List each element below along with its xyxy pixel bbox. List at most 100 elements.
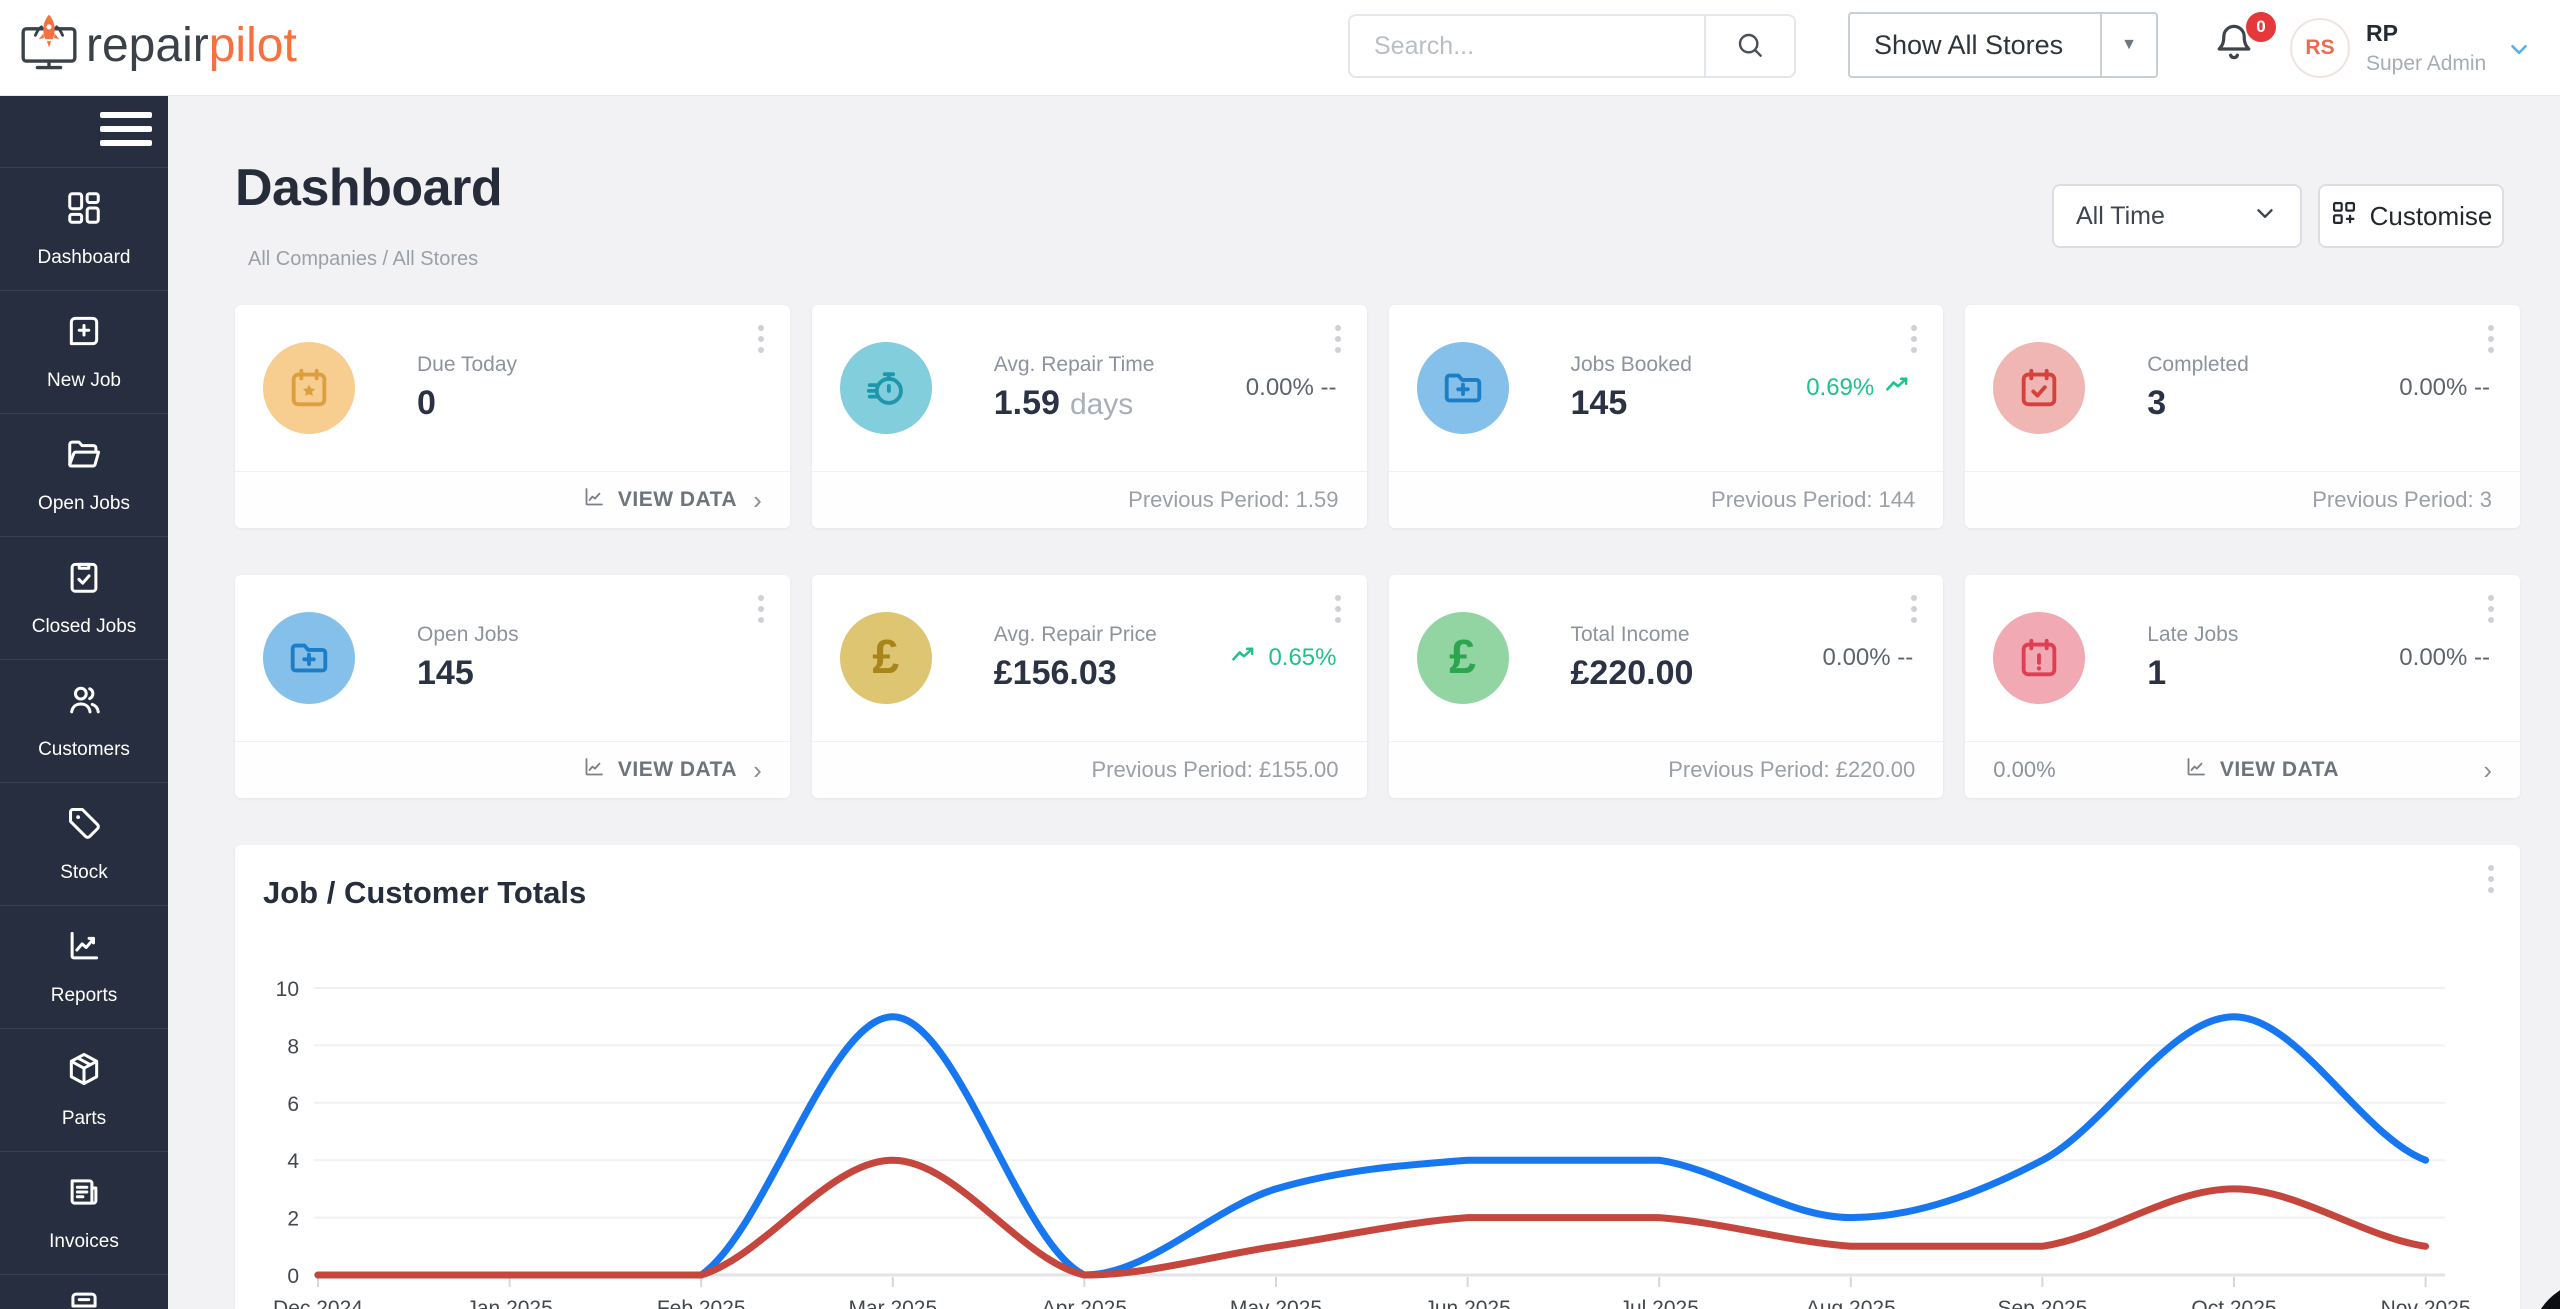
card-title: Late Jobs — [2147, 623, 2239, 646]
card-menu-button[interactable] — [1905, 319, 1923, 359]
breadcrumb: All Companies / All Stores — [248, 248, 479, 270]
customise-button[interactable]: Customise — [2318, 184, 2504, 248]
stat-cards-grid: Due Today 0 VIEW DATA › Avg. Repair Time… — [235, 305, 2520, 798]
previous-period-text: Previous Period: 144 — [1711, 487, 1916, 512]
card-title: Completed — [2147, 353, 2249, 376]
sidebar-item-invoices[interactable]: Invoices — [0, 1151, 168, 1274]
card-body: Open Jobs 145 — [235, 575, 790, 741]
card-footer: Previous Period: 3 — [1965, 471, 2520, 528]
stat-card-avg-repair-price: £ Avg. Repair Price £156.03 0.65% Previo… — [811, 575, 1367, 798]
sidebar-item-label: Invoices — [49, 1231, 119, 1252]
sidebar-item-label: Reports — [50, 985, 118, 1006]
svg-text:Aug 2025: Aug 2025 — [1806, 1297, 1896, 1309]
card-info: Jobs Booked 145 — [1571, 353, 1692, 423]
pound-icon: £ — [839, 612, 932, 704]
stat-card-total-income: £ Total Income £220.00 0.00% -- Previous… — [1388, 575, 1944, 798]
new-job-plus-icon — [65, 312, 103, 355]
svg-text:May 2025: May 2025 — [1230, 1297, 1322, 1309]
sidebar-item-dashboard[interactable]: Dashboard — [0, 167, 168, 290]
card-title: Open Jobs — [417, 623, 519, 646]
card-footer: Previous Period: £220.00 — [1388, 741, 1944, 798]
mini-chart-icon — [2184, 755, 2208, 785]
sidebar-toggle-button[interactable] — [100, 112, 152, 154]
sidebar-nav: Dashboard New Job Open Jobs Closed Jobs — [0, 167, 168, 1309]
card-title: Total Income — [1570, 623, 1690, 646]
card-body: Avg. Repair Time 1.59 days 0.00% -- — [812, 305, 1367, 471]
svg-text:6: 6 — [287, 1093, 299, 1116]
sidebar-item-label: Customers — [38, 739, 130, 760]
stat-card-open-jobs: Open Jobs 145 VIEW DATA › — [235, 575, 790, 798]
change-indicator: 0.69% — [1806, 370, 1913, 407]
sidebar-item-partial[interactable] — [0, 1274, 168, 1309]
search-icon — [1734, 29, 1766, 64]
card-info: Total Income £220.00 — [1571, 623, 1694, 693]
dashboard-grid-icon — [65, 189, 103, 232]
tag-icon — [65, 804, 103, 847]
time-filter-value: All Time — [2076, 201, 2165, 230]
view-data-link[interactable]: VIEW DATA › — [235, 471, 790, 528]
user-avatar[interactable]: RS — [2290, 18, 2350, 78]
rocket-monitor-logo-icon — [18, 12, 80, 79]
card-menu-button[interactable] — [2482, 589, 2500, 629]
svg-text:10: 10 — [276, 978, 299, 1001]
card-menu-button[interactable] — [2482, 859, 2500, 899]
search-button[interactable] — [1704, 14, 1796, 78]
app-logo[interactable]: repairpilot — [18, 12, 297, 79]
select-arrow-icon: ▼ — [2100, 14, 2156, 76]
view-data-link[interactable]: 0.00% VIEW DATA › — [1965, 741, 2520, 798]
svg-text:Mar 2025: Mar 2025 — [848, 1297, 937, 1309]
sidebar-item-open-jobs[interactable]: Open Jobs — [0, 413, 168, 536]
time-filter-select[interactable]: All Time — [2052, 184, 2302, 248]
box-icon — [65, 1050, 103, 1093]
card-footer: Previous Period: £155.00 — [811, 741, 1367, 798]
store-select[interactable]: Show All Stores ▼ — [1848, 12, 2158, 78]
card-title: Avg. Repair Time — [993, 353, 1155, 376]
sidebar-item-label: Dashboard — [37, 247, 131, 268]
svg-text:Apr 2025: Apr 2025 — [1042, 1297, 1127, 1309]
previous-period-text: Previous Period: 3 — [2312, 487, 2492, 512]
sidebar-item-new-job[interactable]: New Job — [0, 290, 168, 413]
card-body: Completed 3 0.00% -- — [1965, 305, 2520, 471]
change-indicator: 0.00% -- — [2399, 644, 2490, 671]
card-body: £ Total Income £220.00 0.00% -- — [1389, 575, 1944, 741]
card-menu-button[interactable] — [752, 319, 770, 359]
card-menu-button[interactable] — [1329, 589, 1347, 629]
folder-open-icon — [65, 435, 103, 478]
card-info: Completed 3 — [2147, 353, 2249, 423]
card-title: Due Today — [417, 353, 518, 376]
notifications-button[interactable]: 0 — [2210, 12, 2280, 82]
customise-label: Customise — [2369, 200, 2493, 231]
search-input[interactable] — [1348, 14, 1704, 78]
calendar-star-icon — [263, 342, 355, 434]
sidebar-item-stock[interactable]: Stock — [0, 782, 168, 905]
card-menu-button[interactable] — [1905, 589, 1923, 629]
view-data-link[interactable]: VIEW DATA › — [235, 741, 790, 798]
sidebar-item-reports[interactable]: Reports — [0, 905, 168, 1028]
folder-plus-icon — [263, 612, 355, 704]
floating-action-button[interactable] — [2530, 1280, 2560, 1309]
sidebar: Dashboard New Job Open Jobs Closed Jobs — [0, 96, 168, 1309]
card-menu-button[interactable] — [1329, 319, 1347, 359]
card-value: 145 — [1570, 384, 1628, 422]
card-value: £156.03 — [993, 654, 1117, 692]
svg-text:0: 0 — [287, 1265, 299, 1288]
chevron-right-icon: › — [753, 484, 762, 515]
svg-text:Sep 2025: Sep 2025 — [1997, 1297, 2087, 1309]
sidebar-item-parts[interactable]: Parts — [0, 1028, 168, 1151]
user-menu-chevron-icon[interactable] — [2506, 36, 2532, 67]
card-menu-button[interactable] — [2482, 319, 2500, 359]
sidebar-item-closed-jobs[interactable]: Closed Jobs — [0, 536, 168, 659]
card-value: 0 — [417, 384, 436, 422]
job-customer-totals-chart-card: Job / Customer Totals 0 2 4 6 8 10 Dec 2024 Jan… — [235, 845, 2520, 1309]
card-title: Avg. Repair Price — [993, 623, 1157, 646]
svg-text:4: 4 — [287, 1150, 299, 1173]
card-menu-button[interactable] — [752, 589, 770, 629]
card-value: 1 — [2147, 654, 2167, 692]
stat-card-late-jobs: Late Jobs 1 0.00% -- 0.00% VIEW DATA › — [1965, 575, 2520, 798]
sidebar-item-customers[interactable]: Customers — [0, 659, 168, 782]
card-value: 145 — [417, 654, 474, 692]
calendar-alert-icon — [1993, 612, 2086, 704]
card-info: Late Jobs 1 — [2147, 623, 2238, 693]
previous-period-text: Previous Period: £155.00 — [1091, 757, 1339, 782]
chart-title: Job / Customer Totals — [263, 875, 587, 910]
